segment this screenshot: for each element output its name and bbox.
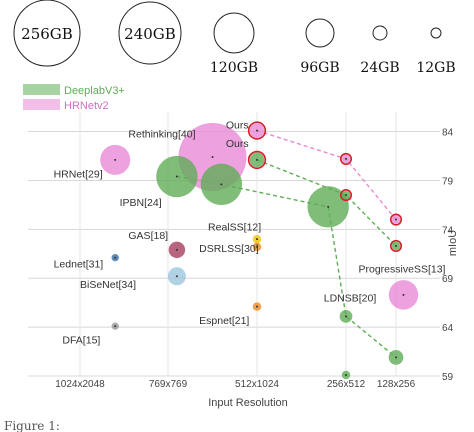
size-legend-bubble-96gb — [305, 18, 335, 48]
trend-line — [256, 159, 397, 247]
y-tick-label: 59 — [442, 372, 454, 383]
size-legend-bubble-256gb — [13, 0, 81, 67]
bubble-center — [345, 194, 347, 197]
size-legend-label-120gb: 120GB — [210, 60, 258, 76]
point-label: Ours — [226, 120, 249, 132]
legend-label-hrnetv2: HRNetv2 — [64, 100, 109, 112]
x-tick-label: 256x512 — [327, 379, 366, 390]
size-legend: 256GB 240GB 120GB 96GB 24GB 12GB — [13, 0, 456, 76]
bubble-center — [345, 157, 347, 160]
bubble-center — [256, 238, 258, 241]
x-tick-label: 1024x2048 — [55, 379, 105, 390]
bubble-center — [114, 256, 117, 259]
highlight-ring — [247, 121, 267, 140]
size-legend-bubble-240gb — [118, 1, 182, 65]
point-label: RealSS[12] — [208, 221, 261, 233]
bubble-center — [175, 248, 178, 251]
bubble-center — [211, 155, 214, 158]
bubble-center — [114, 158, 117, 161]
bubble-center — [256, 129, 258, 132]
point-label: ProgressiveSS[13] — [359, 263, 446, 275]
point-label: Espnet[21] — [199, 315, 249, 327]
bubble-center — [345, 374, 347, 377]
point-label: IPBN[24] — [120, 197, 162, 209]
y-tick-label: 79 — [442, 176, 454, 187]
bubble-center — [327, 205, 330, 208]
highlight-ring — [339, 152, 353, 165]
x-tick-label: 512x1024 — [235, 379, 279, 390]
x-tick-labels: 1024x2048 769x769 512x1024 256x512 128x256 — [55, 379, 415, 390]
legend-swatch-deeplabv3 — [23, 84, 60, 95]
size-legend-label-256gb: 256GB — [21, 25, 73, 43]
y-tick-label: 74 — [442, 225, 454, 236]
point-label: HRNet[29] — [54, 169, 103, 181]
bubble-center — [395, 356, 397, 359]
highlight-ring — [389, 239, 403, 253]
x-tick-label: 128x256 — [377, 379, 416, 390]
point-label: BiSeNet[34] — [80, 279, 136, 291]
bubble-center — [395, 244, 397, 247]
bubble-center — [256, 158, 258, 161]
x-tick-label: 769x769 — [149, 379, 188, 390]
y-axis-label: mIoU — [447, 230, 459, 256]
y-tick-labels: 59 64 69 74 79 84 — [442, 128, 454, 383]
bubble-center — [175, 275, 178, 278]
highlight-ring — [339, 189, 353, 202]
size-legend-label-12gb: 12GB — [416, 60, 455, 76]
point-label: Ours — [226, 138, 249, 150]
point-label: DSRLSS[30] — [199, 243, 259, 255]
bubble-center — [175, 175, 178, 178]
point-label: GAS[18] — [128, 230, 168, 242]
legend-swatch-hrnetv2 — [23, 99, 60, 110]
series-legend: DeeplabV3+ HRNetv2 — [23, 84, 125, 112]
point-label: Rethinking[40] — [128, 128, 195, 140]
bubble-center — [114, 325, 117, 328]
x-axis-label: Input Resolution — [208, 397, 288, 409]
point-annotations: Rethinking[40] HRNet[29] IPBN[24] Ours Ours R… — [54, 120, 446, 347]
size-legend-bubble-120gb — [213, 12, 255, 54]
y-tick-label: 69 — [442, 274, 454, 285]
size-legend-bubble-12gb — [430, 27, 442, 39]
point-label: LDNSB[20] — [324, 293, 377, 305]
highlight-ring — [247, 150, 267, 170]
point-label: DFA[15] — [62, 335, 100, 347]
y-tick-label: 84 — [442, 128, 454, 139]
bubble-center — [402, 293, 405, 296]
y-tick-label: 64 — [442, 323, 454, 334]
size-legend-label-240gb: 240GB — [124, 25, 176, 43]
bubble-center — [395, 218, 397, 221]
bubble-center — [220, 183, 223, 186]
size-legend-label-24gb: 24GB — [360, 60, 399, 76]
bubble-center — [256, 305, 258, 308]
figure-caption-fragment: Figure 1: — [4, 419, 60, 432]
size-legend-label-96gb: 96GB — [300, 60, 339, 76]
point-label: Lednet[31] — [54, 258, 104, 270]
bubble-center — [345, 315, 347, 318]
legend-label-deeplabv3: DeeplabV3+ — [64, 85, 125, 97]
highlight-ring — [389, 213, 403, 226]
size-legend-bubble-24gb — [372, 25, 388, 41]
bubble-center — [256, 245, 258, 248]
data-points — [100, 121, 419, 380]
